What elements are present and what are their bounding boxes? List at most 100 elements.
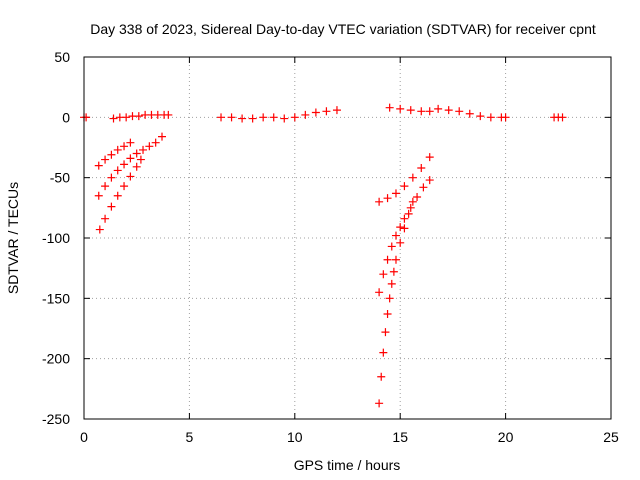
data-point <box>139 145 148 154</box>
data-point <box>95 225 104 234</box>
data-point <box>120 142 129 151</box>
data-point <box>406 203 415 212</box>
data-point <box>558 113 567 122</box>
series-9 <box>375 153 434 206</box>
data-point <box>383 194 392 203</box>
data-point <box>387 279 396 288</box>
data-point <box>280 114 289 123</box>
data-points <box>80 103 567 408</box>
data-point <box>120 160 129 169</box>
data-point <box>389 267 398 276</box>
data-point <box>227 113 236 122</box>
data-point <box>476 112 485 121</box>
data-point <box>406 106 415 115</box>
series-7 <box>434 104 510 122</box>
grid-lines <box>84 57 611 419</box>
series-1 <box>109 110 173 123</box>
plot-frame <box>83 56 612 420</box>
data-point <box>238 114 247 123</box>
data-point <box>126 154 135 163</box>
data-point <box>385 103 394 112</box>
series-10 <box>375 176 434 297</box>
data-point <box>396 104 405 113</box>
data-point <box>381 328 390 337</box>
data-point <box>157 132 166 141</box>
data-point <box>132 149 141 158</box>
axis-ticks <box>83 56 612 420</box>
data-point <box>408 173 417 182</box>
y-tick-label: -150 <box>42 290 70 306</box>
data-point <box>145 142 154 151</box>
data-point <box>120 182 129 191</box>
x-tick-label: 20 <box>498 429 514 445</box>
series-3 <box>94 132 166 200</box>
data-point <box>465 109 474 118</box>
series-2 <box>94 138 135 170</box>
data-point <box>419 183 428 192</box>
data-point <box>425 176 434 185</box>
data-point <box>377 372 386 381</box>
data-point <box>375 288 384 297</box>
data-point <box>259 113 268 122</box>
series-11 <box>375 197 417 408</box>
data-point <box>322 107 331 116</box>
x-tick-label: 25 <box>603 429 619 445</box>
data-point <box>151 138 160 147</box>
data-point <box>126 138 135 147</box>
data-point <box>486 113 495 122</box>
data-point <box>383 310 392 319</box>
x-tick-label: 5 <box>186 429 194 445</box>
data-point <box>375 399 384 408</box>
x-tick-label: 15 <box>392 429 408 445</box>
data-point <box>107 202 116 211</box>
data-point <box>126 172 135 181</box>
data-point <box>379 348 388 357</box>
data-point <box>396 223 405 232</box>
data-point <box>417 107 426 116</box>
data-point <box>269 113 278 122</box>
x-tick-label: 10 <box>287 429 303 445</box>
data-point <box>455 107 464 116</box>
data-point <box>132 162 141 171</box>
data-point <box>217 113 226 122</box>
series-5 <box>217 106 341 123</box>
data-point <box>94 191 103 200</box>
data-point <box>134 112 143 121</box>
data-point <box>408 197 417 206</box>
series-8 <box>550 113 567 122</box>
data-point <box>107 150 116 159</box>
data-point <box>396 238 405 247</box>
y-tick-label: 50 <box>54 49 70 65</box>
data-point <box>122 113 131 122</box>
data-point <box>109 114 118 123</box>
data-point <box>164 110 173 119</box>
data-point <box>101 214 110 223</box>
y-tick-label: -250 <box>42 411 70 427</box>
data-point <box>383 255 392 264</box>
y-tick-label: -100 <box>42 230 70 246</box>
data-point <box>400 214 409 223</box>
data-point <box>101 155 110 164</box>
data-point <box>113 191 122 200</box>
data-point <box>400 182 409 191</box>
data-point <box>332 106 341 115</box>
x-tick-label: 0 <box>80 429 88 445</box>
data-point <box>311 108 320 117</box>
data-point <box>425 107 434 116</box>
data-point <box>413 192 422 201</box>
data-point <box>107 173 116 182</box>
data-point <box>387 242 396 251</box>
data-point <box>82 113 91 122</box>
data-point <box>136 155 145 164</box>
series-4 <box>95 155 145 234</box>
y-tick-label: 0 <box>62 109 70 125</box>
y-axis-label: SDTVAR / TECUs <box>5 182 21 294</box>
data-point <box>385 294 394 303</box>
data-point <box>113 166 122 175</box>
data-point <box>379 270 388 279</box>
chart-title: Day 338 of 2023, Sidereal Day-to-day VTE… <box>90 21 596 37</box>
data-point <box>290 113 299 122</box>
y-tick-label: -200 <box>42 351 70 367</box>
data-point <box>501 113 510 122</box>
